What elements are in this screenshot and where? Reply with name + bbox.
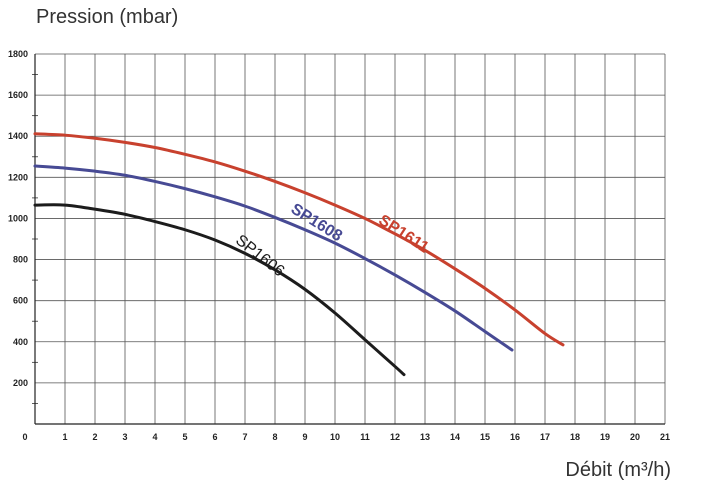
- series-line-sp1606: [33, 203, 406, 377]
- x-tick-label: 1: [62, 432, 67, 442]
- x-tick-label: 21: [660, 432, 670, 442]
- y-tick-label: 800: [13, 255, 28, 265]
- x-tick-label: 11: [360, 432, 370, 442]
- x-tick-label: 8: [272, 432, 277, 442]
- y-tick-label: 1000: [8, 213, 28, 223]
- x-axis-title: Débit (m³/h): [565, 459, 671, 481]
- x-tick-label: 6: [212, 432, 217, 442]
- series-lines: [33, 132, 565, 377]
- x-tick-label: 14: [450, 432, 460, 442]
- x-tick-label: 13: [420, 432, 430, 442]
- y-tick-label: 400: [13, 337, 28, 347]
- x-tick-label: 12: [390, 432, 400, 442]
- x-tick-label: 7: [242, 432, 247, 442]
- x-tick-label: 3: [122, 432, 127, 442]
- x-tick-label: 17: [540, 432, 550, 442]
- y-tick-label: 1600: [8, 90, 28, 100]
- x-tick-label: 9: [302, 432, 307, 442]
- y-tick-label: 200: [13, 378, 28, 388]
- y-tick-label: 1200: [8, 172, 28, 182]
- y-tick-label: 1800: [8, 49, 28, 59]
- series-line-sp1608: [33, 164, 514, 352]
- x-tick-label: 2: [92, 432, 97, 442]
- x-tick-label: 0: [22, 432, 27, 442]
- x-tick-label: 20: [630, 432, 640, 442]
- x-tick-label: 19: [600, 432, 610, 442]
- x-tick-label: 15: [480, 432, 490, 442]
- series-label-sp1606: SP1606: [232, 232, 287, 281]
- x-tick-label: 18: [570, 432, 580, 442]
- y-axis-title: Pression (mbar): [36, 6, 179, 28]
- x-tick-label: 4: [152, 432, 157, 442]
- grid: [35, 53, 666, 424]
- y-tick-label: 600: [13, 296, 28, 306]
- series-line-sp1611: [33, 132, 565, 347]
- x-tick-label: 5: [182, 432, 187, 442]
- y-tick-label: 1400: [8, 131, 28, 141]
- x-tick-label: 10: [330, 432, 340, 442]
- x-tick-label: 16: [510, 432, 520, 442]
